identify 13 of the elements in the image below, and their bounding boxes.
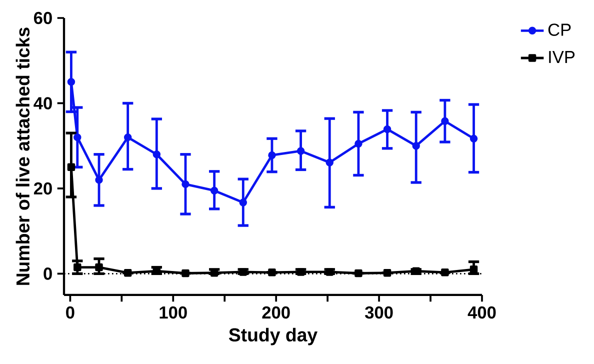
y-tick-label: 60	[34, 12, 52, 24]
y-tick-label: 20	[34, 182, 52, 195]
x-tick-label: 200	[262, 306, 290, 319]
x-tick-label: 100	[160, 306, 187, 319]
x-tick-label: 0	[66, 306, 74, 319]
y-tick-label: 0	[44, 268, 52, 280]
x-tick-label: 400	[468, 306, 496, 319]
x-axis-title: Study day	[228, 328, 318, 346]
x-tick-label: 300	[364, 306, 393, 319]
legend-label: IVP	[549, 51, 575, 63]
y-axis-title: Number of live attached ticks	[16, 28, 30, 285]
legend-label: CP	[548, 24, 571, 36]
y-tick-label: 40	[34, 97, 52, 110]
